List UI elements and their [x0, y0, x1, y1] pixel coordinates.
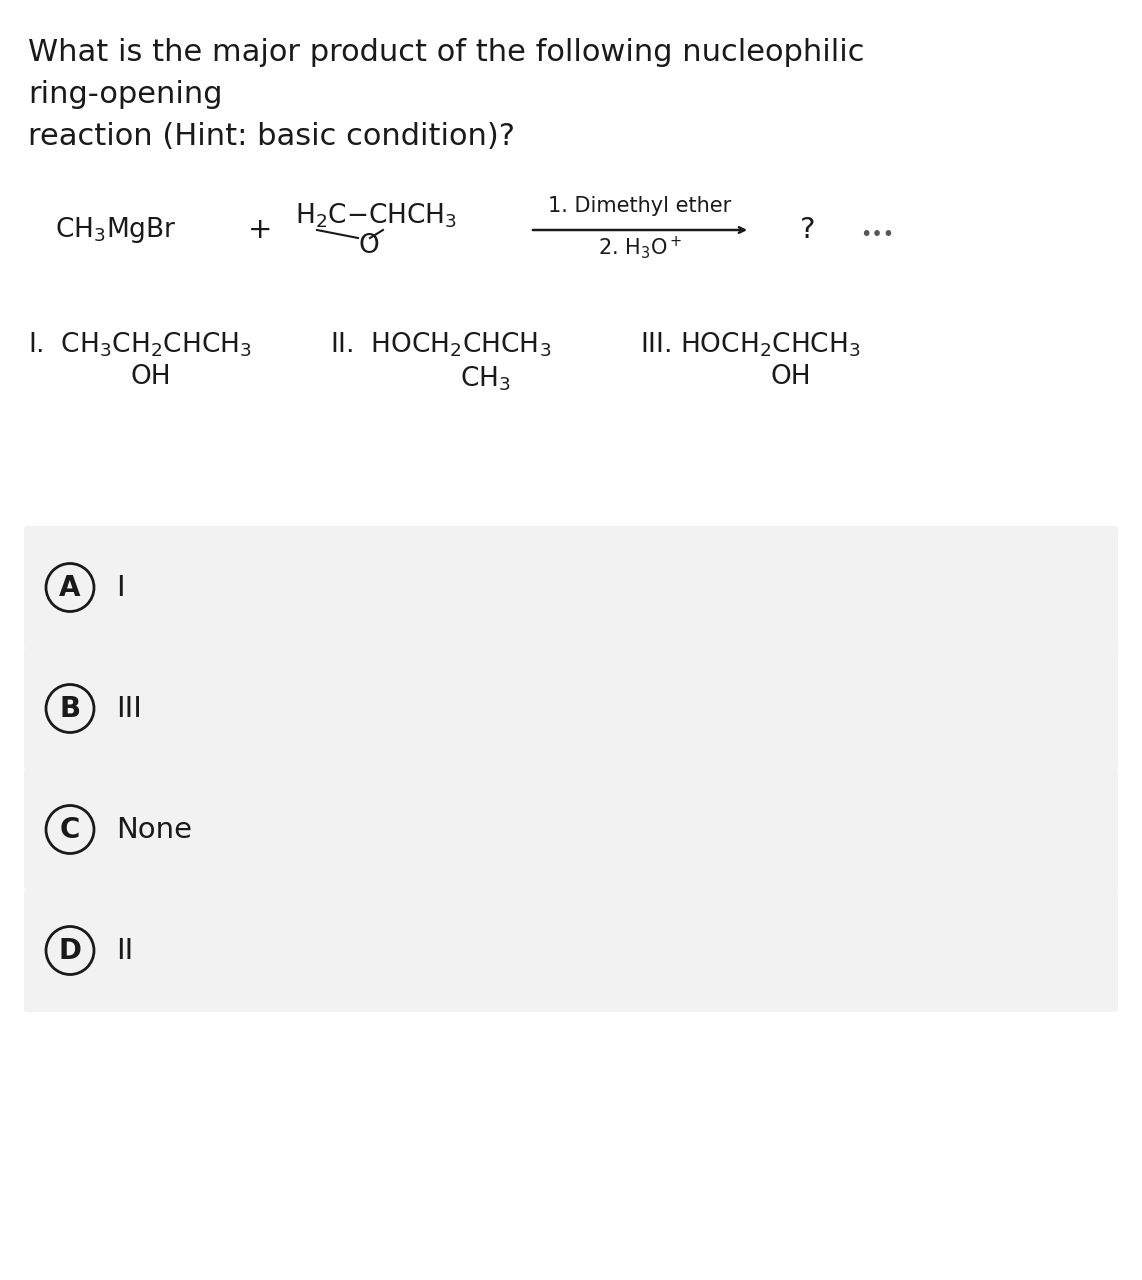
Text: What is the major product of the following nucleophilic: What is the major product of the followi…	[29, 38, 864, 67]
Text: III. HOCH$_2$CHCH$_3$: III. HOCH$_2$CHCH$_3$	[640, 330, 861, 358]
Text: CH$_3$: CH$_3$	[460, 364, 510, 393]
Text: I: I	[116, 573, 124, 602]
Text: +: +	[248, 216, 273, 244]
Text: I.  CH$_3$CH$_2$CHCH$_3$: I. CH$_3$CH$_2$CHCH$_3$	[29, 330, 252, 358]
Text: OH: OH	[770, 364, 811, 390]
Text: reaction (Hint: basic condition)?: reaction (Hint: basic condition)?	[29, 122, 515, 151]
Text: H$_2$C$-$CHCH$_3$: H$_2$C$-$CHCH$_3$	[295, 202, 457, 230]
FancyBboxPatch shape	[24, 768, 1118, 891]
Text: II.  HOCH$_2$CHCH$_3$: II. HOCH$_2$CHCH$_3$	[330, 330, 552, 358]
Text: 2. H$_3$O$^+$: 2. H$_3$O$^+$	[597, 234, 682, 261]
Text: C: C	[59, 815, 80, 844]
Text: III: III	[116, 695, 142, 722]
Text: CH$_3$MgBr: CH$_3$MgBr	[55, 215, 176, 244]
Text: D: D	[58, 937, 81, 965]
Text: 1. Dimethyl ether: 1. Dimethyl ether	[548, 196, 732, 216]
Text: A: A	[59, 573, 81, 602]
Text: OH: OH	[130, 364, 170, 390]
Text: ?: ?	[801, 216, 815, 244]
Text: None: None	[116, 815, 192, 844]
FancyBboxPatch shape	[24, 526, 1118, 649]
FancyBboxPatch shape	[24, 646, 1118, 771]
FancyBboxPatch shape	[24, 890, 1118, 1012]
Text: ring-opening: ring-opening	[29, 81, 223, 109]
Text: O: O	[357, 233, 379, 259]
Text: B: B	[59, 695, 81, 722]
Text: •••: •••	[860, 224, 894, 243]
Text: II: II	[116, 937, 134, 965]
